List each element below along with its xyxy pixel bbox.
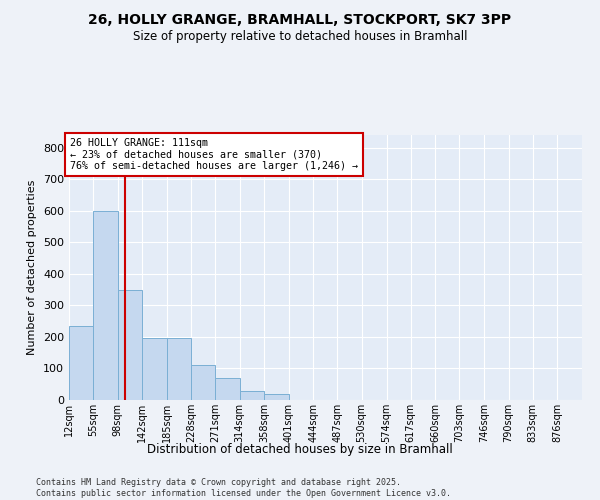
Y-axis label: Number of detached properties: Number of detached properties <box>28 180 37 355</box>
Bar <box>167 338 191 400</box>
Text: Size of property relative to detached houses in Bramhall: Size of property relative to detached ho… <box>133 30 467 43</box>
Text: Contains HM Land Registry data © Crown copyright and database right 2025.
Contai: Contains HM Land Registry data © Crown c… <box>36 478 451 498</box>
Bar <box>239 390 265 400</box>
Bar <box>265 394 289 400</box>
Text: Distribution of detached houses by size in Bramhall: Distribution of detached houses by size … <box>147 442 453 456</box>
Bar <box>142 338 167 400</box>
Text: 26, HOLLY GRANGE, BRAMHALL, STOCKPORT, SK7 3PP: 26, HOLLY GRANGE, BRAMHALL, STOCKPORT, S… <box>88 12 512 26</box>
Bar <box>118 290 142 400</box>
Text: 26 HOLLY GRANGE: 111sqm
← 23% of detached houses are smaller (370)
76% of semi-d: 26 HOLLY GRANGE: 111sqm ← 23% of detache… <box>70 138 358 172</box>
Bar <box>69 326 93 400</box>
Bar <box>215 378 239 400</box>
Bar <box>93 210 118 400</box>
Bar <box>191 366 215 400</box>
